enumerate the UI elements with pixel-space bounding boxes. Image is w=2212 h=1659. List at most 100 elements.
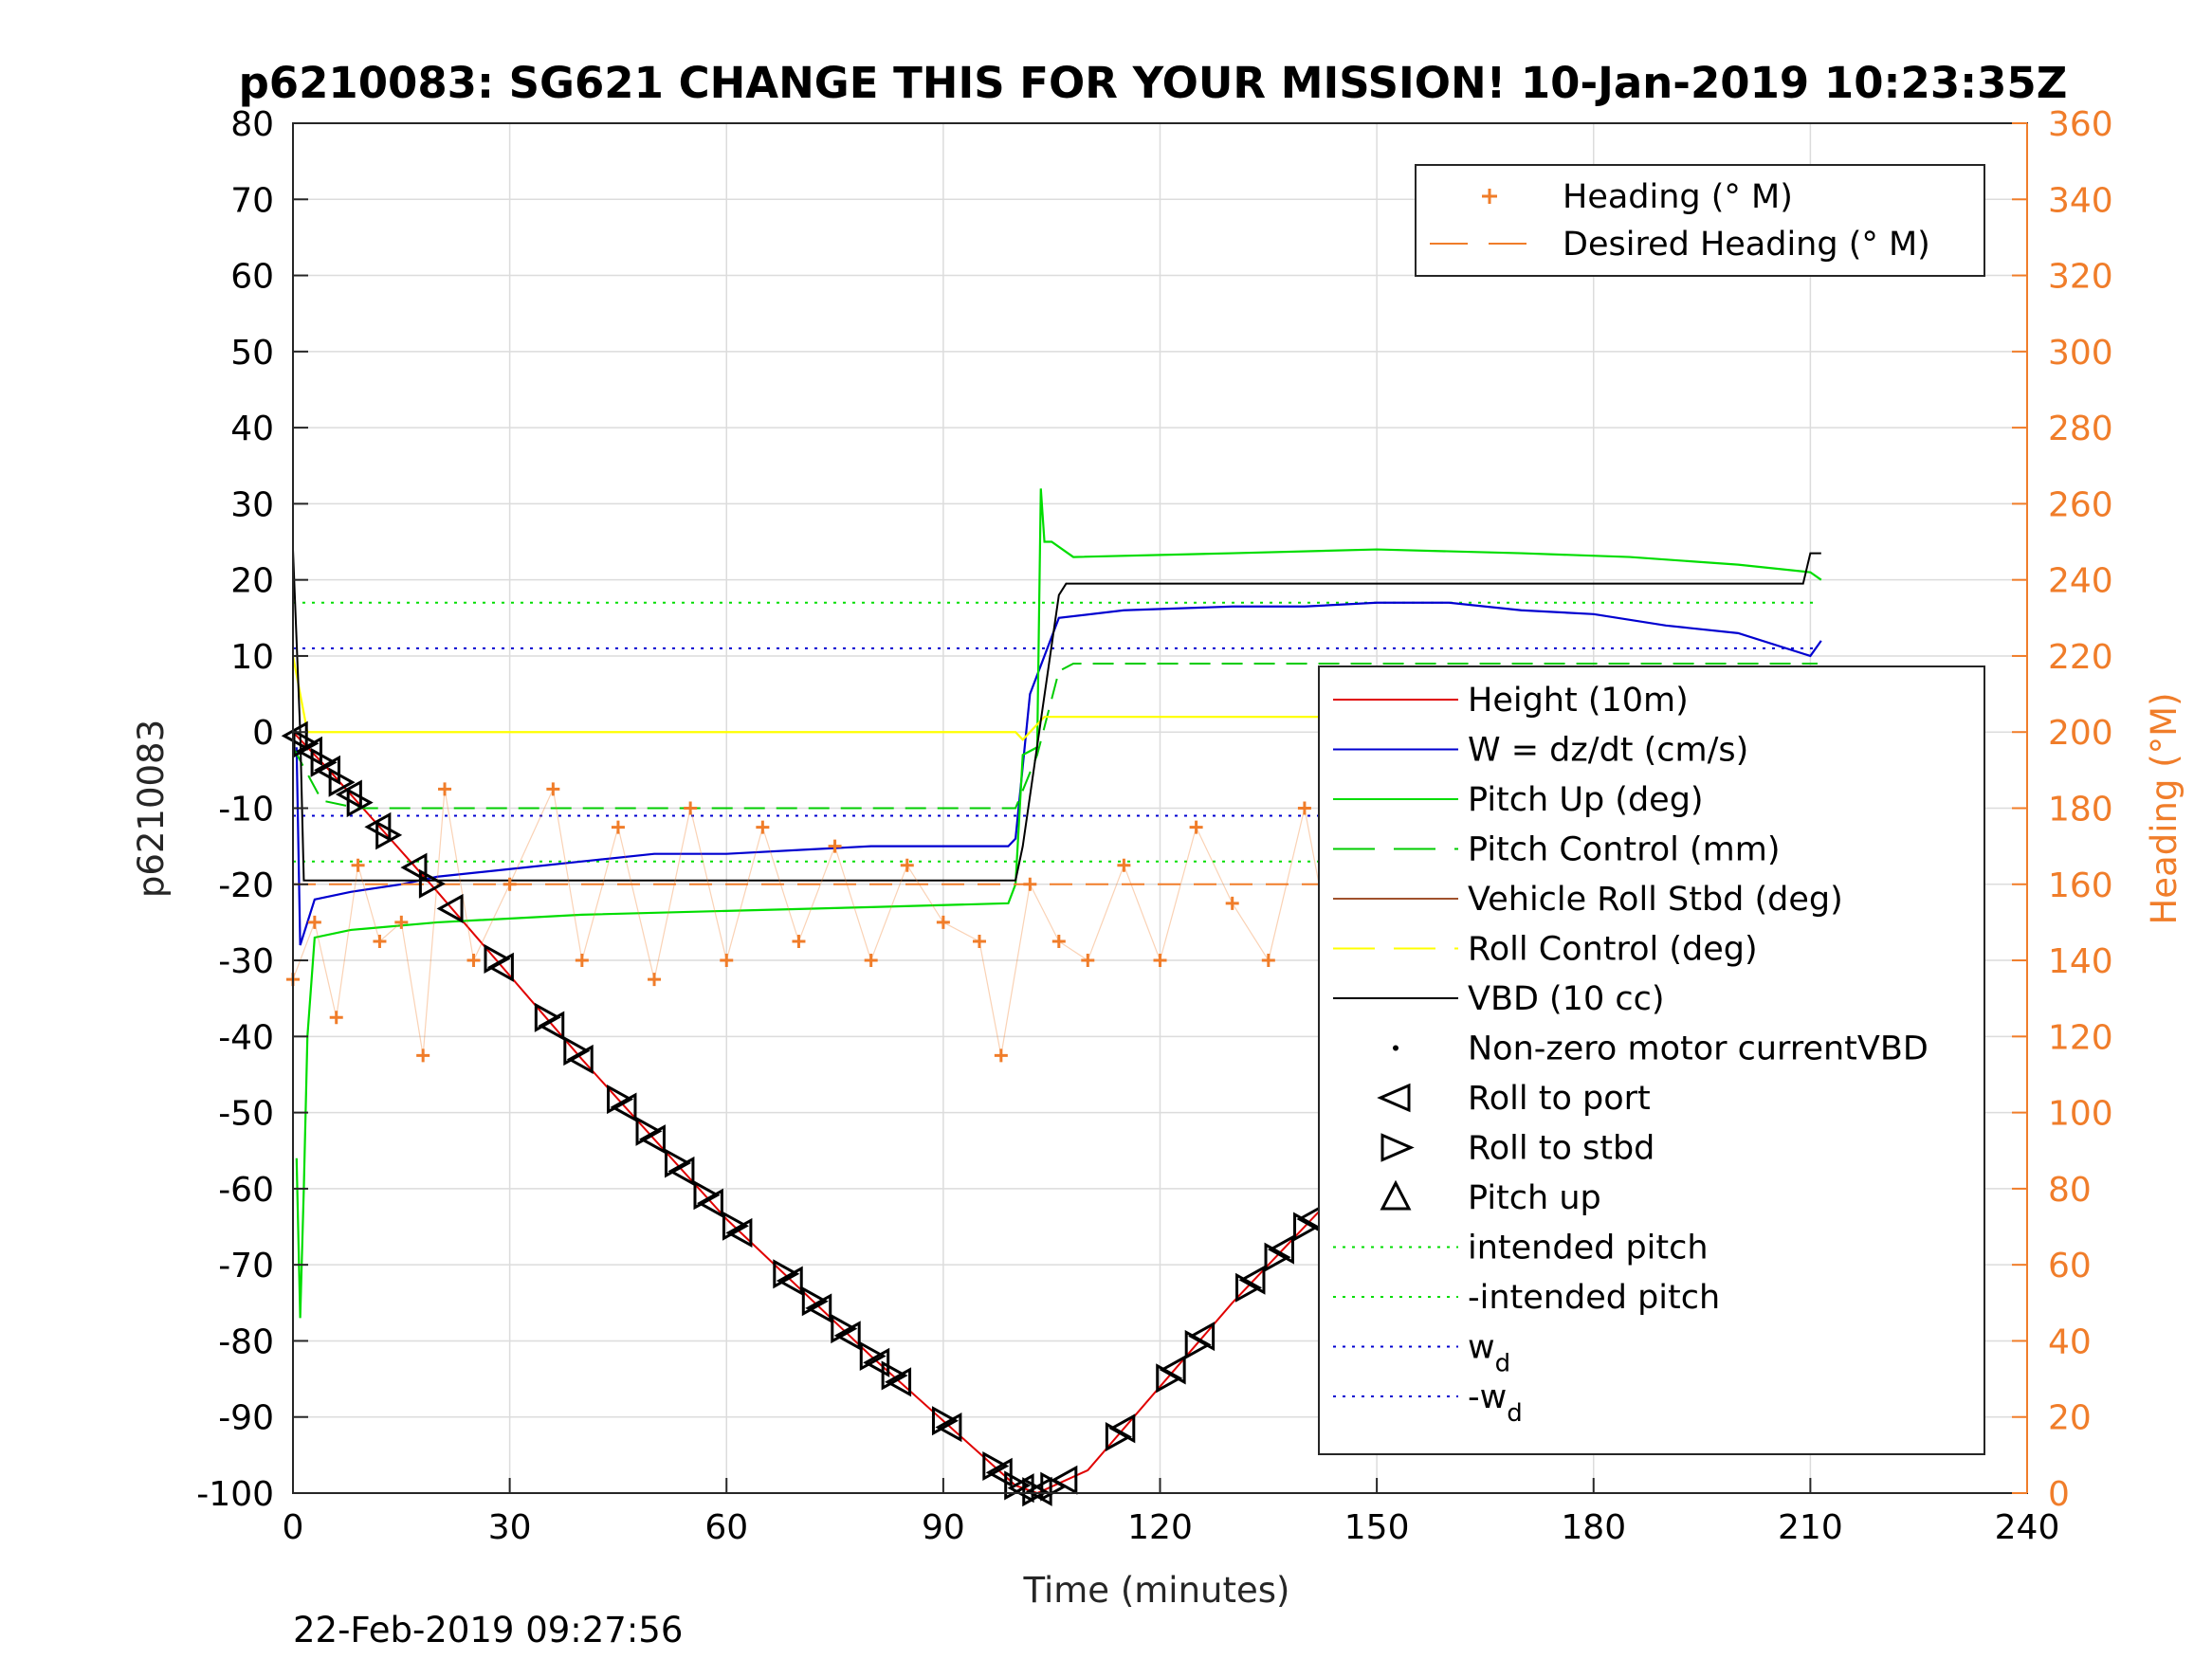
roll-marker	[833, 1321, 861, 1351]
left-y-axis-ticks: -100-90-80-70-60-50-40-30-20-10010203040…	[196, 105, 308, 1514]
roll-marker	[693, 1180, 721, 1211]
roll-marker	[1025, 1476, 1052, 1506]
left-y-tick-label: -30	[218, 942, 274, 981]
heading-point	[720, 954, 734, 968]
heading-point	[994, 1048, 1008, 1063]
roll-marker	[375, 820, 403, 850]
legend-label-subscript: d	[1507, 1399, 1523, 1428]
heading-point	[828, 839, 842, 853]
roll-marker	[1238, 1265, 1266, 1295]
left-y-tick-label: -100	[196, 1475, 274, 1514]
right-y-tick-label: 220	[2048, 638, 2113, 677]
roll-marker	[863, 1347, 890, 1377]
left-y-tick-label: -40	[218, 1018, 274, 1057]
heading-point	[611, 820, 625, 834]
heading-legend-box	[1415, 164, 1985, 277]
legend-label-subscript: d	[1495, 1350, 1511, 1378]
heading-point	[900, 858, 914, 872]
roll-marker	[931, 1406, 959, 1436]
right-y-tick-label: 300	[2048, 334, 2113, 373]
legend-label: Vehicle Roll Stbd (deg)	[1468, 881, 1843, 919]
legend-swatch-roll-stbd	[1380, 1133, 1415, 1162]
roll-marker	[831, 1314, 858, 1344]
roll-marker	[1159, 1355, 1186, 1385]
left-y-tick-label: 10	[230, 638, 274, 677]
x-tick-label: 210	[1778, 1508, 1843, 1547]
right-y-tick-label: 200	[2048, 714, 2113, 753]
right-y-tick-label: 280	[2048, 410, 2113, 448]
roll-marker	[935, 1413, 962, 1443]
heading-point	[466, 954, 481, 968]
heading-point	[1225, 896, 1239, 910]
x-tick-label: 0	[283, 1508, 304, 1547]
heading-point	[756, 820, 770, 834]
legend-swatch-dot	[1393, 1045, 1398, 1051]
roll-marker	[328, 767, 356, 797]
roll-marker	[1022, 1477, 1050, 1507]
legend-swatch-roll-port	[1377, 1083, 1411, 1113]
right-y-tick-label: 20	[2048, 1399, 2092, 1438]
left-y-tick-label: -70	[218, 1247, 274, 1285]
heading-point	[936, 915, 950, 929]
right-y-tick-label: 140	[2048, 942, 2113, 981]
legend-label: Pitch Up (deg)	[1468, 781, 1704, 819]
roll-marker	[292, 728, 320, 758]
roll-marker	[418, 868, 446, 899]
x-axis-label: Time (minutes)	[1023, 1570, 1290, 1611]
x-tick-label: 90	[922, 1508, 965, 1547]
heading-point	[575, 954, 589, 968]
roll-marker	[985, 1457, 1013, 1487]
right-y-tick-label: 160	[2048, 866, 2113, 905]
left-y-tick-label: 40	[230, 410, 274, 448]
x-tick-label: 150	[1344, 1508, 1410, 1547]
roll-marker	[1267, 1234, 1294, 1265]
right-y-tick-label: 340	[2048, 181, 2113, 220]
left-y-tick-label: -50	[218, 1095, 274, 1134]
right-y-tick-label: 80	[2048, 1171, 2092, 1210]
right-y-tick-label: 320	[2048, 258, 2113, 297]
left-y-tick-label: 80	[230, 105, 274, 144]
heading-point	[1117, 858, 1131, 872]
right-y-axis-ticks: 0 20 40 60 80 100 120 140 160 180 200 220 240 260 280 3…	[2012, 105, 2113, 1514]
roll-marker	[1108, 1413, 1136, 1444]
heading-point	[1081, 954, 1095, 968]
heading-point	[307, 915, 321, 929]
left-y-axis-label: p6210083	[131, 720, 172, 898]
roll-marker	[665, 1148, 691, 1178]
roll-marker	[538, 1011, 565, 1041]
left-y-tick-label: 0	[252, 714, 274, 753]
legend-swatch-heading	[1482, 189, 1497, 204]
heading-point	[684, 801, 698, 815]
heading-point	[1153, 954, 1167, 968]
series-vbd-10-cc	[292, 549, 1821, 882]
roll-marker	[776, 1266, 803, 1296]
roll-marker	[801, 1286, 829, 1317]
right-y-tick-label: 360	[2048, 105, 2113, 144]
legend-label: VBD (10 cc)	[1468, 980, 1665, 1018]
roll-marker	[667, 1156, 695, 1186]
left-y-tick-label: -80	[218, 1322, 274, 1361]
chart-title: p6210083: SG621 CHANGE THIS FOR YOUR MIS…	[239, 58, 2068, 108]
x-tick-label: 240	[1995, 1508, 2060, 1547]
heading-point	[394, 915, 409, 929]
roll-marker	[346, 788, 374, 818]
heading-point	[1189, 820, 1203, 834]
roll-marker	[635, 1116, 663, 1146]
heading-point	[864, 954, 878, 968]
roll-marker	[696, 1188, 723, 1218]
legend-label: intended pitch	[1468, 1230, 1709, 1267]
heading-point	[373, 934, 387, 948]
heading-point	[546, 782, 560, 796]
roll-marker	[1188, 1322, 1216, 1352]
roll-marker	[725, 1217, 753, 1248]
legend-label: Roll to port	[1468, 1080, 1651, 1118]
left-y-tick-label: 70	[230, 181, 274, 220]
roll-marker	[566, 1044, 594, 1074]
legend-label: Desired Heading (° M)	[1563, 226, 1930, 264]
legend-label: Pitch up	[1468, 1179, 1601, 1217]
right-y-tick-label: 120	[2048, 1018, 2113, 1057]
right-y-tick-label: 180	[2048, 791, 2113, 830]
right-y-tick-label: 260	[2048, 485, 2113, 524]
heading-point	[351, 858, 365, 872]
